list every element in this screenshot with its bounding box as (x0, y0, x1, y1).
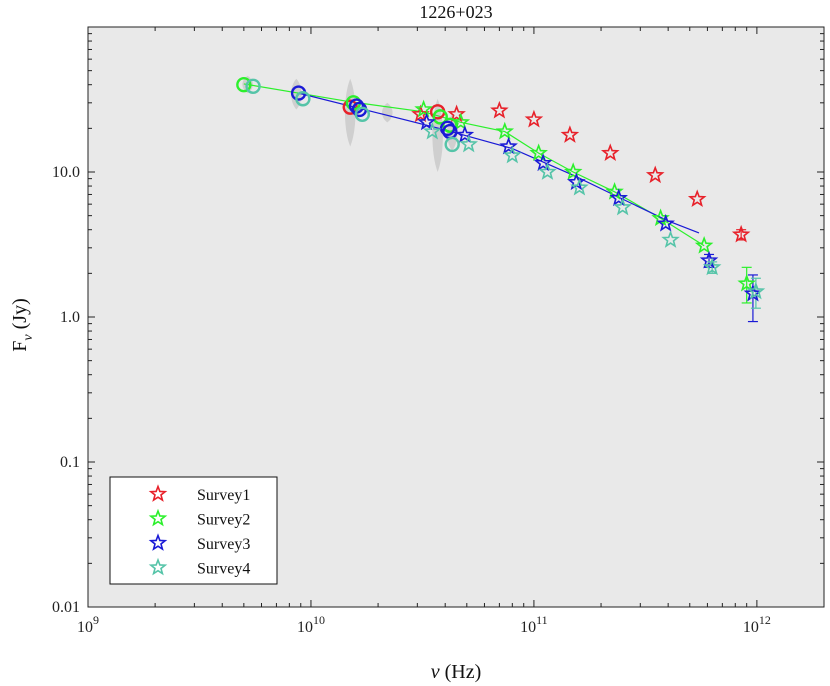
axis-ticks (87, 26, 825, 608)
legend-star-icon (148, 508, 168, 527)
legend-label: Survey3 (197, 536, 250, 553)
legend-star-icon (148, 533, 168, 551)
star-point-survey4 (702, 257, 722, 276)
star-point-survey1 (687, 189, 707, 208)
legend-item-survey1: Survey1 (148, 484, 250, 504)
star-point-survey1 (524, 109, 544, 128)
star-point-survey4 (503, 145, 522, 164)
legend-star-icon (148, 557, 168, 576)
star-point-survey2 (414, 99, 433, 118)
circle-point-survey4 (245, 78, 261, 94)
star-point-survey1 (447, 104, 466, 123)
x-tick-label: 1012 (743, 613, 771, 636)
axis-tick-labels: 109 1010 1011 1012 0.01 0.1 1.0 10.0 (52, 164, 771, 636)
star-point-survey4 (538, 162, 557, 180)
star-point-survey2 (563, 162, 583, 180)
legend-label: Survey2 (197, 512, 250, 529)
circle-point-survey2 (236, 77, 252, 93)
star-point-survey4 (746, 281, 766, 300)
star-point-survey1 (600, 143, 620, 162)
x-tick-label: 1010 (297, 613, 325, 636)
star-point-survey3 (533, 153, 553, 172)
star-point-survey3 (455, 125, 475, 143)
chart-title: 1226+023 (419, 2, 492, 22)
star-point-survey4 (459, 134, 479, 153)
fit-line-survey3 (298, 92, 700, 234)
star-point-survey2 (694, 235, 714, 254)
legend-box (109, 476, 278, 585)
x-tick-label: 1011 (520, 613, 548, 636)
y-tick-label: 0.01 (52, 599, 80, 616)
star-point-survey1 (560, 125, 580, 143)
star-point-survey3 (609, 188, 629, 207)
legend-item-survey3: Survey3 (148, 533, 250, 553)
circle-point-survey4 (295, 91, 311, 107)
x-tick-label: 109 (77, 613, 99, 636)
star-point-survey3 (417, 112, 436, 131)
legend-item-survey4: Survey4 (148, 557, 250, 578)
circle-point-survey4 (354, 106, 371, 122)
legend-label: Survey4 (197, 561, 250, 578)
fit-line-survey2 (243, 83, 705, 247)
data-markers (236, 77, 766, 302)
y-tick-label: 1.0 (60, 309, 80, 326)
star-point-survey1 (490, 100, 509, 119)
star-point-survey2 (529, 143, 548, 162)
star-point-survey1 (411, 104, 430, 123)
star-point-survey1 (645, 165, 665, 184)
circle-point-survey3 (439, 120, 456, 137)
star-point-survey2 (451, 112, 471, 131)
circle-point-survey2 (442, 117, 458, 133)
star-point-survey4 (661, 230, 680, 248)
star-point-survey3 (699, 250, 719, 269)
legend-label: Survey1 (197, 487, 250, 504)
star-point-survey2 (495, 121, 515, 140)
legend: Survey1 Survey2 Survey3 Survey4 (109, 476, 278, 585)
y-axis-title: Fν (Jy) (9, 298, 36, 351)
circle-point-survey2 (432, 109, 448, 125)
legend-star-icon (148, 484, 168, 502)
star-point-survey4 (570, 177, 589, 196)
star-point-survey3 (656, 213, 676, 232)
star-point-survey1 (731, 224, 751, 243)
fit-lines (243, 83, 705, 247)
y-tick-label: 0.1 (60, 454, 80, 471)
star-point-survey3 (499, 136, 518, 155)
star-point-survey4 (422, 121, 442, 140)
x-axis-title: ν (Hz) (431, 661, 482, 683)
legend-item-survey2: Survey2 (148, 508, 250, 529)
star-point-survey4 (613, 197, 632, 216)
y-tick-label: 10.0 (52, 164, 80, 181)
circle-point-survey4 (444, 136, 460, 153)
error-bar-survey2 (741, 266, 752, 304)
star-point-survey2 (737, 273, 756, 292)
